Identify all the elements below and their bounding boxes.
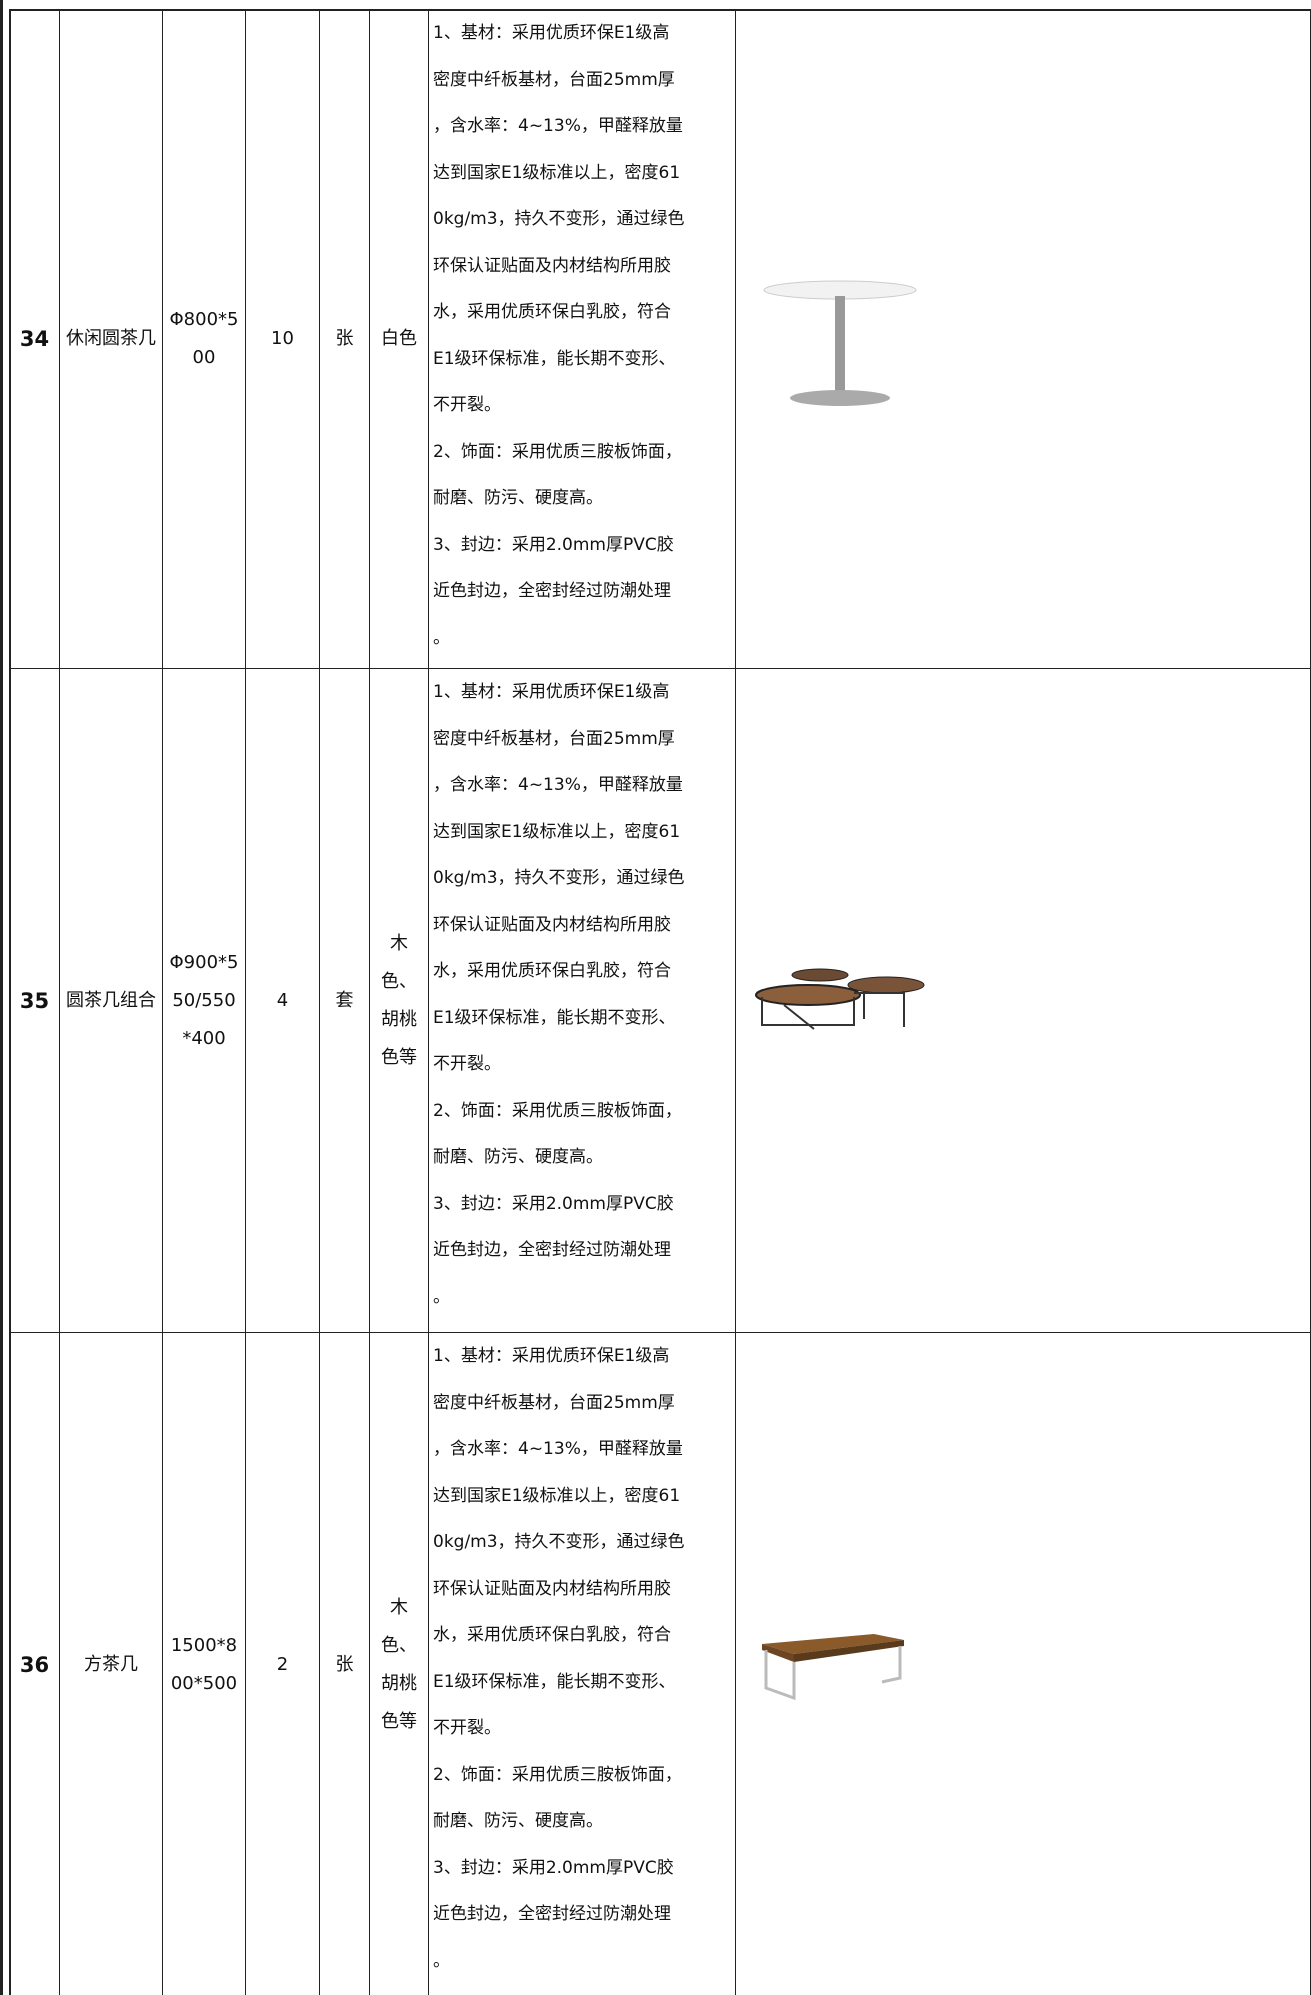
cell-unit: 张	[320, 1333, 370, 1995]
description-line: 3、封边：采用2.0mm厚PVC胶	[433, 1857, 674, 1878]
description-line: 4、台架：金属脚喷漆工艺。	[433, 1984, 731, 1995]
cell-description: 1、基材：采用优质环保E1级高 密度中纤板基材，台面25mm厚 ，含水率：4~13%…	[429, 669, 736, 1333]
description-line: 不开裂。	[433, 1054, 501, 1074]
top-border	[10, 9, 1311, 11]
description-line: 2、饰面：采用优质三胺板饰面，	[433, 1764, 682, 1785]
cell-name: 圆茶几组合	[60, 669, 163, 1333]
description-line: 3、封边：采用2.0mm厚PVC胶	[433, 1193, 674, 1214]
description-line: 密度中纤板基材，台面25mm厚	[433, 1392, 675, 1413]
description-line: 0kg/m3，持久不变形，通过绿色	[433, 1532, 685, 1552]
description-line: 不开裂。	[433, 395, 501, 415]
description-line: ，含水率：4~13%，甲醛释放量	[433, 775, 683, 795]
description-line: 1、基材：采用优质环保E1级高	[433, 682, 670, 702]
product-image	[762, 1634, 904, 1701]
description-line: 0kg/m3，持久不变形，通过绿色	[433, 209, 685, 229]
inner-left-border	[9, 9, 11, 1995]
cell-image	[736, 669, 1311, 1333]
description-line: 环保认证贴面及内材结构所用胶	[433, 1578, 671, 1599]
cell-color: 木色、胡桃色等	[370, 1333, 429, 1995]
description-line: 近色封边，全密封经过防潮处理	[433, 1240, 671, 1260]
description-line: ，含水率：4~13%，甲醛释放量	[433, 116, 683, 136]
description-line: 达到国家E1级标准以上，密度61	[433, 162, 681, 183]
description-line: 耐磨、防污、硬度高。	[433, 1811, 603, 1831]
cell-image	[736, 1333, 1311, 1995]
cell-name: 方茶几	[60, 1333, 163, 1995]
description-line: 环保认证贴面及内材结构所用胶	[433, 914, 671, 935]
description-line: 水，采用优质环保白乳胶，符合	[433, 1625, 671, 1645]
cell-no: 34	[10, 10, 60, 669]
description-line: 水，采用优质环保白乳胶，符合	[433, 961, 671, 981]
description-line: 不开裂。	[433, 1718, 501, 1738]
description-line: 达到国家E1级标准以上，密度61	[433, 821, 681, 842]
description-line: 2、饰面：采用优质三胺板饰面，	[433, 441, 682, 462]
cell-spec: Φ800*500	[163, 10, 246, 669]
description-line: ，含水率：4~13%，甲醛释放量	[433, 1439, 683, 1459]
description-line: 环保认证贴面及内材结构所用胶	[433, 255, 671, 276]
cell-qty: 10	[246, 10, 320, 669]
cell-spec: 1500*800*500	[163, 1333, 246, 1995]
description-line: E1级环保标准，能长期不变形、	[433, 1007, 676, 1028]
description-line: 。	[433, 1950, 450, 1971]
description-line: E1级环保标准，能长期不变形、	[433, 1671, 676, 1692]
cell-unit: 套	[320, 669, 370, 1333]
cell-unit: 张	[320, 10, 370, 669]
description-line: 0kg/m3，持久不变形，通过绿色	[433, 868, 685, 888]
description-line: 达到国家E1级标准以上，密度61	[433, 1485, 681, 1506]
description-line: 。	[433, 627, 450, 648]
cell-no: 36	[10, 1333, 60, 1995]
cell-image	[736, 10, 1311, 669]
cell-description: 1、基材：采用优质环保E1级高 密度中纤板基材，台面25mm厚 ，含水率：4~13%…	[429, 1333, 736, 1995]
cell-qty: 2	[246, 1333, 320, 1995]
description-line: 水，采用优质环保白乳胶，符合	[433, 302, 671, 322]
cell-no: 35	[10, 669, 60, 1333]
description-line: E1级环保标准，能长期不变形、	[433, 348, 676, 369]
description-line: 4、台架：采用电镀脚。	[433, 661, 731, 668]
product-image	[755, 968, 925, 1030]
description-line: 2、饰面：采用优质三胺板饰面，	[433, 1100, 682, 1121]
cell-color: 白色	[370, 10, 429, 669]
cell-name: 休闲圆茶几	[60, 10, 163, 669]
description-line: 耐磨、防污、硬度高。	[433, 1147, 603, 1167]
description-line: 3、封边：采用2.0mm厚PVC胶	[433, 534, 674, 555]
cell-color: 木色、胡桃色等	[370, 669, 429, 1333]
description-line: 密度中纤板基材，台面25mm厚	[433, 728, 675, 749]
cell-spec: Φ900*550/550*400	[163, 669, 246, 1333]
description-line: 1、基材：采用优质环保E1级高	[433, 23, 670, 43]
description-line: 近色封边，全密封经过防潮处理	[433, 581, 671, 601]
description-line: 。	[433, 1286, 450, 1307]
description-line: 近色封边，全密封经过防潮处理	[433, 1904, 671, 1924]
left-border	[0, 0, 3, 1995]
description-line: 密度中纤板基材，台面25mm厚	[433, 69, 675, 90]
description-line: 耐磨、防污、硬度高。	[433, 488, 603, 508]
cell-description: 1、基材：采用优质环保E1级高 密度中纤板基材，台面25mm厚 ，含水率：4~13%…	[429, 10, 736, 669]
description-line: 4、台架：采用黑色喷漆。	[433, 1320, 731, 1332]
cell-qty: 4	[246, 669, 320, 1333]
product-image	[763, 280, 917, 406]
description-line: 1、基材：采用优质环保E1级高	[433, 1346, 670, 1366]
